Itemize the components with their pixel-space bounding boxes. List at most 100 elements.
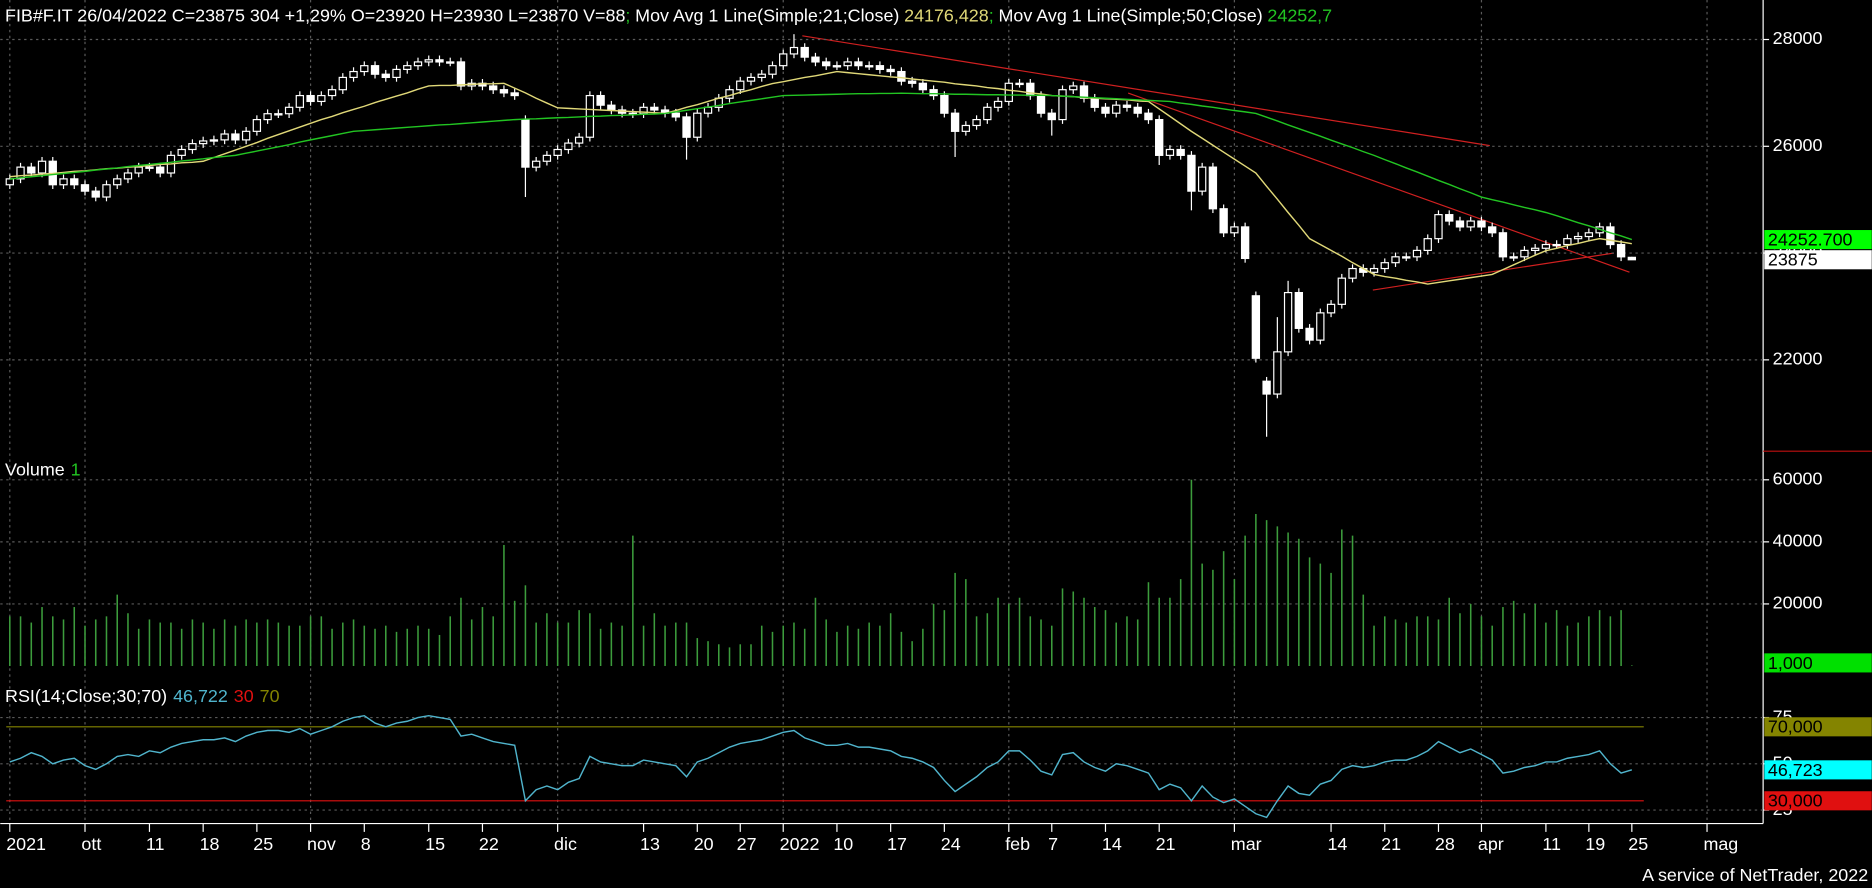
x-tick-label: dic <box>554 834 577 854</box>
candle-body <box>424 59 433 63</box>
x-tick-label: 11 <box>146 834 165 854</box>
level-label: 70,000 <box>1768 717 1823 737</box>
candle-body <box>295 94 305 108</box>
candle-body <box>553 148 562 156</box>
candle-body <box>446 61 455 64</box>
candle-body <box>940 94 949 114</box>
candle-body <box>403 65 412 71</box>
candle-body <box>134 166 143 174</box>
last-value-label-box <box>1764 230 1872 250</box>
candle-body <box>1069 85 1078 91</box>
candle-body <box>1015 82 1024 86</box>
candle-body <box>800 46 809 58</box>
candle-body <box>1348 267 1357 279</box>
candle-body <box>843 61 852 67</box>
candle-body <box>1036 94 1046 114</box>
moving-average <box>9 92 1633 241</box>
candle-body <box>854 61 863 67</box>
footer: A service of NetTrader, 2022 <box>1642 865 1868 885</box>
level-label-box <box>1764 717 1872 737</box>
candle-body <box>360 65 369 73</box>
candle-body <box>1273 351 1282 395</box>
candle-body <box>1402 256 1411 259</box>
level-value: 30 <box>234 686 254 706</box>
candle-body <box>779 53 788 67</box>
candle-body <box>607 104 616 111</box>
candle-body <box>209 139 219 142</box>
header-part: Mov Avg 1 Line(Simple;50;Close) <box>998 5 1262 25</box>
x-tick-label: 21 <box>1381 834 1401 854</box>
candle-body <box>1412 249 1422 258</box>
candle-body <box>1155 119 1164 156</box>
candle-body <box>1445 214 1454 222</box>
candle-body <box>1305 327 1314 341</box>
candle-body <box>113 178 122 186</box>
candle-body <box>1230 226 1239 234</box>
candle-body <box>1326 303 1336 314</box>
x-tick-label: 15 <box>425 834 445 854</box>
candle-body <box>725 89 734 99</box>
candle-body <box>736 80 745 91</box>
candle-body <box>27 166 36 174</box>
candle-body <box>5 178 14 186</box>
x-tick-label: apr <box>1478 834 1504 854</box>
trend-line <box>802 35 1490 147</box>
x-tick-label: 11 <box>1542 834 1561 854</box>
candle-body <box>188 143 197 151</box>
candle-body <box>1455 220 1465 228</box>
candle-body <box>1369 267 1379 273</box>
header-part: ; <box>625 5 630 25</box>
candle-body <box>263 113 272 121</box>
x-tick-label: 2021 <box>6 834 46 854</box>
header-part: Mov Avg 1 Line(Simple;21;Close) <box>635 5 899 25</box>
rsi-line <box>9 714 1633 819</box>
candle-body <box>1466 220 1475 228</box>
y-tick-label: 28000 <box>1773 28 1823 48</box>
level-value: 70 <box>260 686 280 706</box>
x-tick-label: 25 <box>1628 834 1648 854</box>
candle-body <box>510 92 519 97</box>
y-tick-label: 20000 <box>1773 593 1823 613</box>
candle-body <box>757 73 766 79</box>
candle-body <box>1197 166 1207 192</box>
x-tick-label: feb <box>1005 834 1030 854</box>
candle-body <box>1294 291 1304 329</box>
candle-body <box>671 112 680 118</box>
level-label: 30,000 <box>1768 791 1823 811</box>
candle-body <box>16 166 25 180</box>
candle-body <box>789 46 799 55</box>
y-tick-label: 40000 <box>1773 531 1823 551</box>
candle-body <box>1337 277 1346 305</box>
candle-body <box>531 160 541 168</box>
x-tick-label: 18 <box>200 834 220 854</box>
candle-body <box>370 65 380 75</box>
last-value-label-box <box>1764 653 1872 673</box>
candle-body <box>1112 104 1121 114</box>
moving-average <box>9 70 1632 285</box>
candle-body <box>1240 226 1250 260</box>
x-tick-label: 7 <box>1048 834 1058 854</box>
x-tick-label: 24 <box>941 834 961 854</box>
header-part: 24176,428 <box>904 5 989 25</box>
x-tick-label: 8 <box>361 834 371 854</box>
candle-body <box>177 148 186 156</box>
candle-body <box>897 70 906 82</box>
candle-body <box>1488 226 1497 234</box>
candle-body <box>596 94 605 106</box>
candle-body <box>1283 291 1293 353</box>
x-tick-label: ott <box>81 834 101 854</box>
candle-body <box>1262 380 1271 395</box>
candle-body <box>1165 148 1175 156</box>
x-tick-label: 14 <box>1327 834 1347 854</box>
x-tick-label: 21 <box>1156 834 1176 854</box>
candle-body <box>961 124 971 132</box>
y-tick-label: 22000 <box>1773 349 1823 369</box>
chart-header: FIB#F.IT 26/04/2022 C=23875 304 +1,29% O… <box>5 5 1332 25</box>
candle-body <box>993 100 1003 108</box>
candle-body <box>703 106 713 114</box>
candle-body <box>156 166 165 174</box>
candle-body <box>338 76 347 91</box>
candle-body <box>1133 106 1142 114</box>
